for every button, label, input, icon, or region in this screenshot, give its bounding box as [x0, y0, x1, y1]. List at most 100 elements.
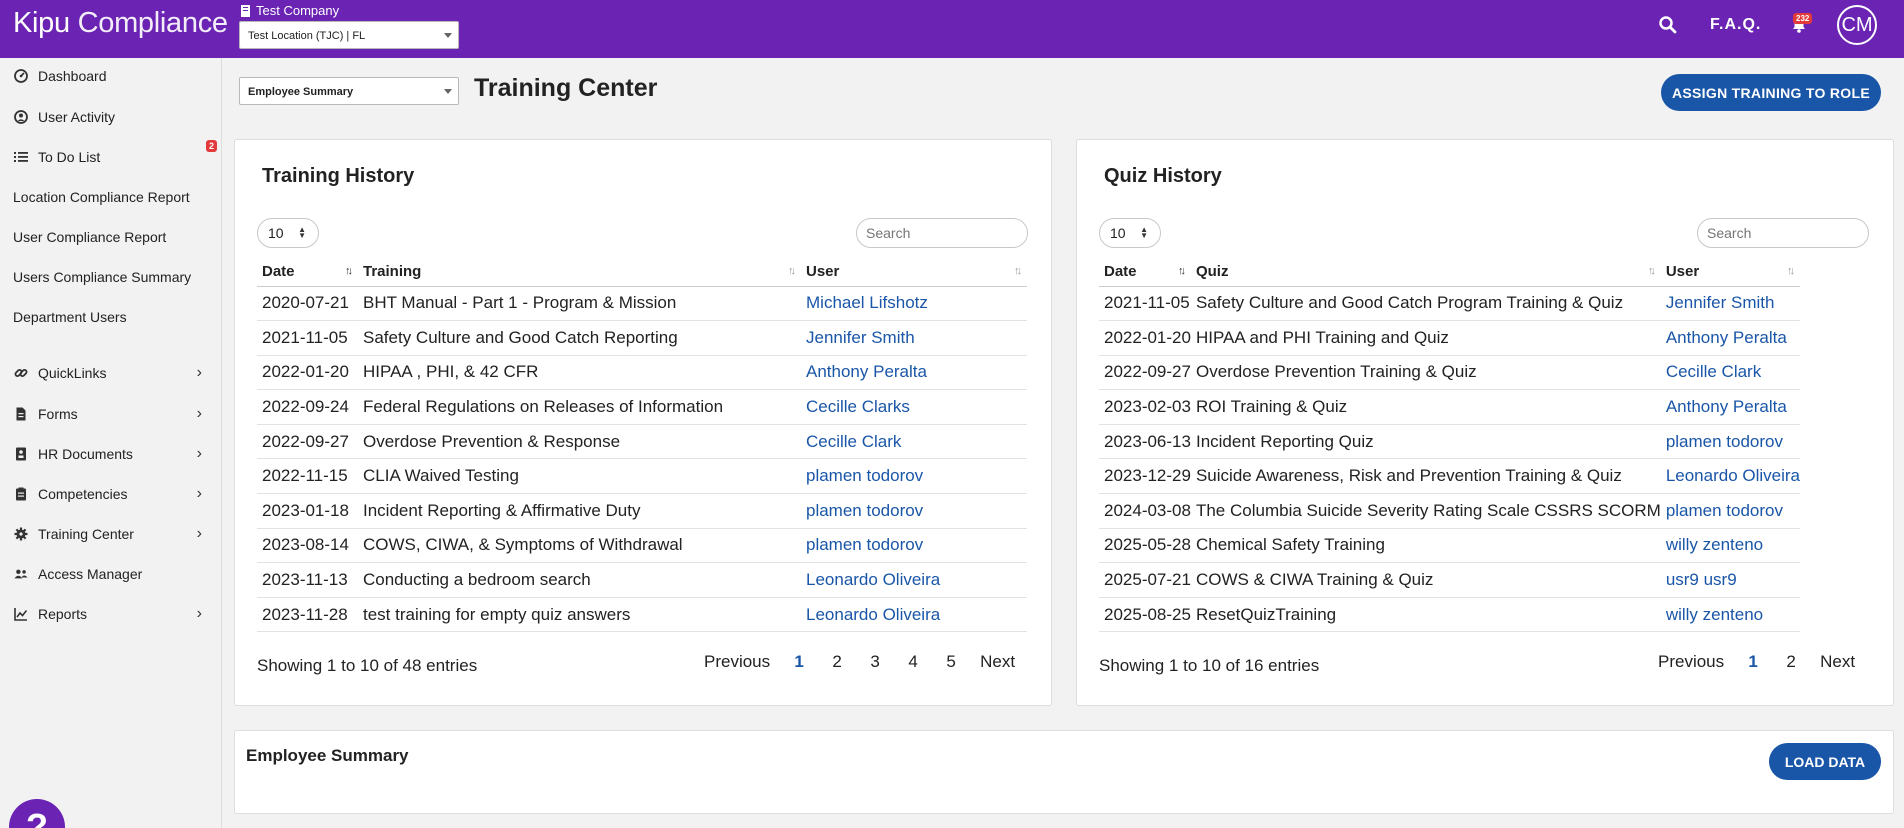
table-row: 2022-09-24 Federal Regulations on Release…: [257, 389, 1027, 425]
column-header-date[interactable]: Date ↑↓: [257, 257, 358, 287]
pagination-page-5[interactable]: 5: [946, 652, 956, 671]
training-page-length-select[interactable]: 10 ▲ ▼: [257, 218, 319, 248]
cell-user[interactable]: Leonardo Oliveira: [1660, 458, 1801, 495]
cell-title: Suicide Awareness, Risk and Prevention T…: [1190, 458, 1661, 495]
sort-icon: ↑↓: [1014, 265, 1022, 277]
dashboard-icon: [14, 69, 28, 83]
sidebar-item-user-activity[interactable]: User Activity: [0, 101, 222, 133]
cell-user[interactable]: Jennifer Smith: [1660, 286, 1801, 322]
load-data-button[interactable]: LOAD DATA: [1769, 743, 1881, 780]
faq-link[interactable]: F.A.Q.: [1710, 16, 1762, 33]
column-header-label: Date: [262, 262, 295, 280]
column-header-training[interactable]: Training ↑↓: [358, 257, 801, 287]
list-icon: [14, 150, 28, 164]
cell-user[interactable]: Cecille Clark: [1660, 355, 1801, 391]
app-logo[interactable]: Kipu Compliance: [13, 7, 228, 40]
pagination-page-2[interactable]: 2: [832, 652, 842, 671]
pagination-previous[interactable]: Previous: [704, 652, 771, 671]
cell-user[interactable]: Cecille Clark: [801, 424, 1027, 460]
building-icon: [241, 4, 250, 17]
company-label: Test Company: [256, 3, 340, 18]
column-header-quiz[interactable]: Quiz ↑↓: [1190, 257, 1661, 287]
cell-user[interactable]: Anthony Peralta: [801, 355, 1027, 391]
pagination-page-1[interactable]: 1: [1748, 652, 1758, 671]
cell-user[interactable]: plamen todorov: [801, 493, 1027, 529]
sidebar-item-access-manager[interactable]: Access Manager: [0, 558, 222, 590]
cell-title: COWS & CIWA Training & Quiz: [1190, 562, 1661, 598]
cell-date: 2025-08-25: [1099, 597, 1191, 633]
chevron-right-icon: ›: [196, 605, 202, 622]
sidebar-item-location-compliance-report[interactable]: Location Compliance Report: [0, 181, 222, 213]
chevron-right-icon: ›: [196, 485, 202, 502]
sidebar-item-hr-documents[interactable]: HR Documents ›: [0, 438, 222, 470]
cell-user[interactable]: Michael Lifshotz: [801, 286, 1027, 322]
top-bar: Kipu Compliance Test Company Test Locati…: [0, 0, 1904, 58]
sidebar-item-reports[interactable]: Reports ›: [0, 598, 222, 630]
table-row: 2024-03-08 The Columbia Suicide Severity …: [1099, 493, 1801, 529]
cell-user[interactable]: Anthony Peralta: [1660, 389, 1801, 425]
pagination-next[interactable]: Next: [980, 652, 1016, 671]
cell-title: ROI Training & Quiz: [1190, 389, 1661, 425]
sidebar-item-label: To Do List: [38, 149, 101, 165]
sidebar-item-label: User Activity: [38, 109, 116, 125]
column-header-user[interactable]: User ↑↓: [801, 257, 1027, 287]
link-icon: [14, 366, 28, 380]
cell-user[interactable]: Jennifer Smith: [801, 320, 1027, 356]
quiz-search-input[interactable]: [1697, 218, 1869, 248]
sidebar-item-forms[interactable]: Forms ›: [0, 398, 222, 430]
chevron-right-icon: ›: [196, 364, 202, 381]
sidebar-item-department-users[interactable]: Department Users: [0, 301, 222, 333]
chart-icon: [14, 607, 28, 621]
cell-user[interactable]: plamen todorov: [1660, 493, 1801, 529]
table-row: 2022-01-20 HIPAA and PHI Training and Qui…: [1099, 320, 1801, 356]
avatar[interactable]: CM: [1837, 5, 1877, 45]
id-card-icon: [14, 447, 28, 461]
column-header-label: Quiz: [1195, 262, 1229, 280]
cell-user[interactable]: willy zenteno: [1660, 597, 1801, 633]
sidebar-item-user-compliance-report[interactable]: User Compliance Report: [0, 221, 222, 253]
sidebar-item-quicklinks[interactable]: QuickLinks ›: [0, 357, 222, 389]
pagination-page-2[interactable]: 2: [1786, 652, 1796, 671]
pagination-page-3[interactable]: 3: [870, 652, 880, 671]
sidebar-item-training-center[interactable]: Training Center ›: [0, 518, 222, 550]
training-history-table: Date ↑↓ Training ↑↓ User ↑↓ 2020-07-21 BHT M…: [257, 257, 1027, 633]
column-header-user[interactable]: User ↑↓: [1660, 257, 1801, 287]
sidebar-item-label: Reports: [38, 606, 88, 622]
cell-title: ResetQuizTraining: [1190, 597, 1661, 633]
pagination-next[interactable]: Next: [1820, 652, 1856, 671]
cell-user[interactable]: Cecille Clarks: [801, 389, 1027, 425]
cell-user[interactable]: Anthony Peralta: [1660, 320, 1801, 356]
quiz-page-length-select[interactable]: 10 ▲ ▼: [1099, 218, 1161, 248]
assign-training-to-role-button[interactable]: ASSIGN TRAINING TO ROLE: [1661, 74, 1881, 111]
pagination-previous[interactable]: Previous: [1658, 652, 1725, 671]
cell-user[interactable]: usr9 usr9: [1660, 562, 1801, 598]
cell-user[interactable]: willy zenteno: [1660, 528, 1801, 564]
sidebar-item-label: Users Compliance Summary: [13, 269, 192, 285]
view-select[interactable]: Employee Summary: [239, 77, 459, 105]
sidebar-item-competencies[interactable]: Competencies ›: [0, 478, 222, 510]
training-search-input[interactable]: [856, 218, 1028, 248]
pagination-page-4[interactable]: 4: [908, 652, 918, 671]
search-icon[interactable]: [1658, 15, 1678, 35]
cell-user[interactable]: plamen todorov: [801, 528, 1027, 564]
chevron-right-icon: ›: [196, 525, 202, 542]
cell-user[interactable]: plamen todorov: [1660, 424, 1801, 460]
column-header-date[interactable]: Date ↑↓: [1099, 257, 1191, 287]
sidebar-item-to-do-list[interactable]: To Do List: [0, 141, 222, 173]
cell-date: 2024-03-08: [1099, 493, 1191, 529]
table-row: 2023-12-29 Suicide Awareness, Risk and Pr…: [1099, 458, 1801, 495]
quiz-history-title: Quiz History: [1104, 165, 1222, 187]
table-row: 2025-07-21 COWS & CIWA Training & Quiz usr…: [1099, 562, 1801, 598]
cell-user[interactable]: Leonardo Oliveira: [801, 597, 1027, 633]
page-title: Training Center: [474, 74, 658, 102]
sidebar-item-users-compliance-summary[interactable]: Users Compliance Summary: [0, 261, 222, 293]
cell-date: 2022-09-27: [1099, 355, 1191, 391]
cell-user[interactable]: plamen todorov: [801, 458, 1027, 495]
sort-updown-icon: ▲ ▼: [1140, 225, 1148, 240]
sidebar-item-dashboard[interactable]: Dashboard: [0, 60, 222, 92]
location-select[interactable]: Test Location (TJC) | FL: [239, 21, 459, 49]
cell-user[interactable]: Leonardo Oliveira: [801, 562, 1027, 598]
cell-date: 2025-07-21: [1099, 562, 1191, 598]
pagination-page-1[interactable]: 1: [794, 652, 804, 671]
sidebar-item-label: Dashboard: [38, 68, 107, 84]
